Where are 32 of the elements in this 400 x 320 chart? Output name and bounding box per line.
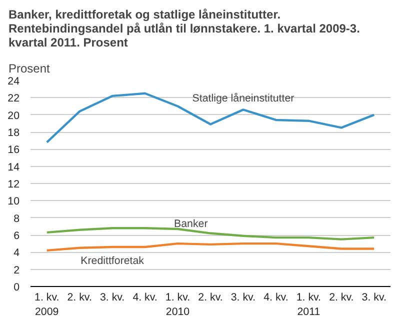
y-tick-label: 10 [8, 196, 20, 208]
chart-title: Banker, kredittforetak og statlige låneinstitutter. Rentebindingsandel på utlån til lønnstakere. 1. kvartal 2009-3. kvartal 2011. Prosent [8, 8, 360, 50]
series-label: Statlige låneinstitutter [192, 92, 295, 105]
x-tick-label: 3. kv. [230, 292, 256, 304]
x-tick-label: 2. kv. [329, 292, 354, 304]
y-tick-label: 6 [14, 230, 20, 242]
series-label: Banker [174, 218, 208, 230]
x-tick-label: 2. kv. [67, 292, 92, 304]
y-tick-label: 20 [8, 110, 20, 122]
x-tick-label: 1. kv. 2010 [165, 292, 190, 318]
x-tick-label: 1. kv. 2011 [296, 292, 322, 318]
y-tick-label: 18 [8, 127, 20, 139]
line-series [46, 242, 376, 252]
y-tick-label: 2 [14, 264, 20, 276]
x-tick-label: 3. kv. [100, 292, 125, 304]
line-series [46, 227, 376, 240]
y-tick-label: 22 [8, 92, 20, 105]
line-series [46, 92, 376, 144]
x-tick-label: 3. kv. [362, 292, 386, 304]
y-tick-label: 4 [14, 247, 20, 260]
x-tick-label: 4. kv. [264, 292, 288, 304]
y-tick-label: 14 [8, 161, 20, 174]
y-tick-label: 0 [14, 282, 20, 294]
y-tick-label: 8 [14, 212, 20, 225]
series-label: Kredittforetak [80, 254, 145, 267]
x-tick-label: 2. kv. [198, 292, 223, 304]
y-tick-label: 24 [8, 76, 20, 88]
y-axis-title: Prosent [8, 62, 51, 76]
y-tick-label: 16 [8, 144, 20, 156]
x-tick-label: 1. kv. 2009 [34, 292, 60, 318]
y-tick-label: 12 [8, 178, 20, 190]
x-tick-label: 4. kv. [132, 292, 158, 304]
